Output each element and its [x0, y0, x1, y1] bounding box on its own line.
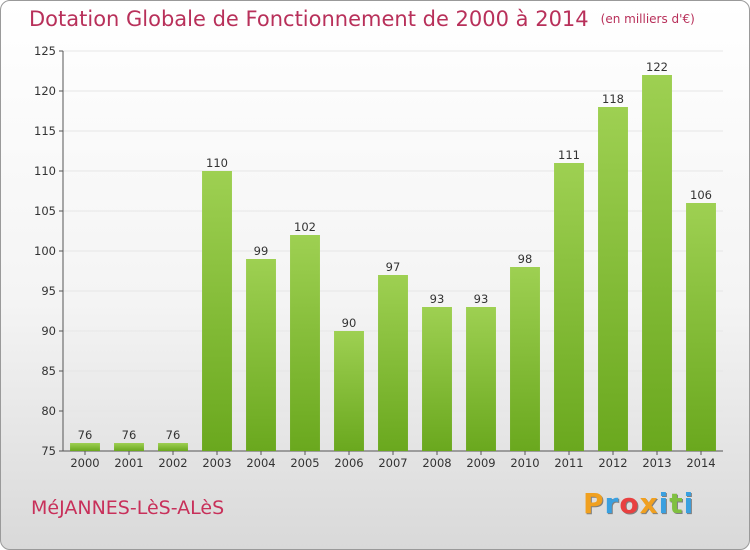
- bar: [554, 163, 584, 451]
- unit-note: (en milliers d'€): [600, 12, 695, 26]
- x-tick-label: 2002: [158, 456, 187, 470]
- y-tick-label: 110: [34, 164, 56, 178]
- value-label: 110: [206, 156, 228, 170]
- value-label: 90: [342, 316, 357, 330]
- x-tick-label: 2007: [378, 456, 407, 470]
- bar: [642, 75, 672, 451]
- bar: [378, 275, 408, 451]
- y-tick-label: 75: [41, 444, 56, 458]
- x-tick-label: 2010: [510, 456, 539, 470]
- logo-letter: i: [658, 487, 670, 520]
- value-label: 99: [254, 244, 269, 258]
- logo-letter: i: [683, 487, 695, 520]
- chart-title-text: Dotation Globale de Fonctionnement de 20…: [29, 7, 589, 31]
- value-label: 76: [78, 428, 93, 442]
- x-tick-label: 2006: [334, 456, 363, 470]
- value-label: 102: [294, 220, 316, 234]
- y-tick-label: 90: [41, 324, 56, 338]
- x-tick-label: 2003: [202, 456, 231, 470]
- y-tick-label: 125: [34, 44, 56, 58]
- bar: [246, 259, 276, 451]
- x-tick-label: 2014: [686, 456, 715, 470]
- x-tick-label: 2001: [114, 456, 143, 470]
- x-tick-label: 2008: [422, 456, 451, 470]
- logo-letter: o: [619, 487, 640, 520]
- bar: [466, 307, 496, 451]
- x-tick-label: 2012: [598, 456, 627, 470]
- chart-title: Dotation Globale de Fonctionnement de 20…: [29, 7, 695, 31]
- bar: [202, 171, 232, 451]
- logo-letter: P: [583, 487, 605, 520]
- x-tick-label: 2011: [554, 456, 583, 470]
- value-label: 97: [386, 260, 401, 274]
- x-tick-label: 2004: [246, 456, 275, 470]
- value-label: 93: [474, 292, 489, 306]
- value-label: 106: [690, 188, 712, 202]
- bar: [422, 307, 452, 451]
- logo-letter: x: [639, 487, 659, 520]
- bars: [70, 75, 716, 451]
- bar: [510, 267, 540, 451]
- x-tick-label: 2005: [290, 456, 319, 470]
- logo-letter: r: [604, 487, 620, 520]
- y-tick-label: 85: [41, 364, 56, 378]
- value-label: 122: [646, 60, 668, 74]
- bar: [158, 443, 188, 451]
- y-tick-label: 80: [41, 404, 56, 418]
- value-label: 98: [518, 252, 533, 266]
- value-label: 76: [122, 428, 137, 442]
- y-tick-label: 105: [34, 204, 56, 218]
- bar: [290, 235, 320, 451]
- labels: 75 80 85 90 95 100 105 110 115 120 125 76 2000 76 2001…: [34, 44, 716, 470]
- x-tick-label: 2013: [642, 456, 671, 470]
- y-tick-label: 120: [34, 84, 56, 98]
- bar: [686, 203, 716, 451]
- proxiti-logo: Proxiti: [583, 487, 694, 520]
- bar: [114, 443, 144, 451]
- y-tick-label: 95: [41, 284, 56, 298]
- bar: [598, 107, 628, 451]
- value-label: 111: [558, 148, 580, 162]
- value-label: 76: [166, 428, 181, 442]
- value-label: 118: [602, 92, 624, 106]
- x-tick-label: 2009: [466, 456, 495, 470]
- x-tick-label: 2000: [70, 456, 99, 470]
- bar: [334, 331, 364, 451]
- town-name: MéJANNES-LèS-ALèS: [31, 497, 225, 519]
- value-label: 93: [430, 292, 445, 306]
- y-tick-label: 115: [34, 124, 56, 138]
- logo-letter: t: [669, 487, 684, 520]
- y-tick-label: 100: [34, 244, 56, 258]
- bar: [70, 443, 100, 451]
